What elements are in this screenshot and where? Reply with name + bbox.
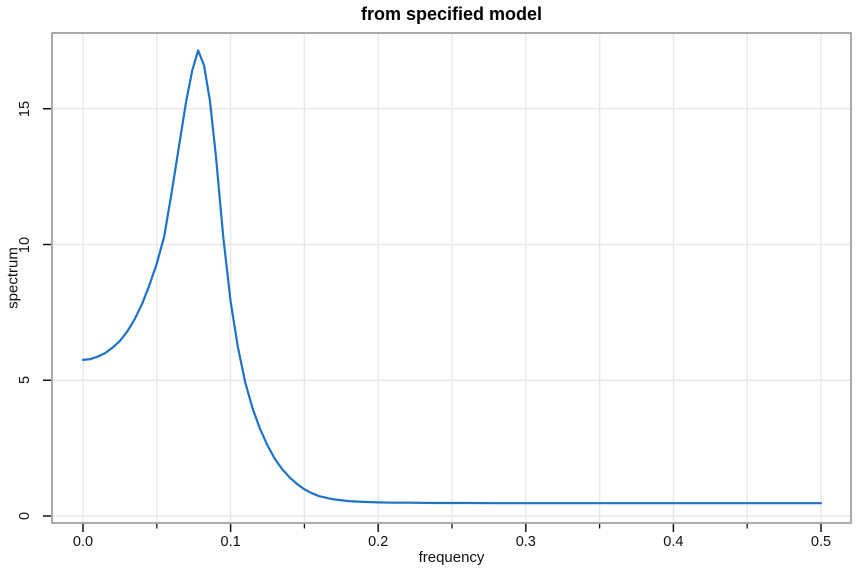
chart-title: from specified model xyxy=(360,4,543,24)
x-tick-label: 0.0 xyxy=(72,534,94,550)
x-tick-label: 0.2 xyxy=(368,534,389,550)
y-axis-title: spectrum xyxy=(4,247,22,309)
y-tick-label: 15 xyxy=(17,100,33,117)
y-tick-label: 10 xyxy=(17,236,33,253)
x-axis-title: frequency xyxy=(418,549,485,566)
y-tick-label: 0 xyxy=(17,511,33,521)
x-tick-label: 0.3 xyxy=(515,534,536,550)
x-tick-label: 0.5 xyxy=(810,534,832,550)
y-tick-label: 5 xyxy=(17,376,33,385)
x-tick-label: 0.4 xyxy=(663,534,684,550)
plot-frame xyxy=(51,32,852,524)
x-tick-label: 0.1 xyxy=(220,534,241,550)
spectrum-curve xyxy=(81,49,823,505)
